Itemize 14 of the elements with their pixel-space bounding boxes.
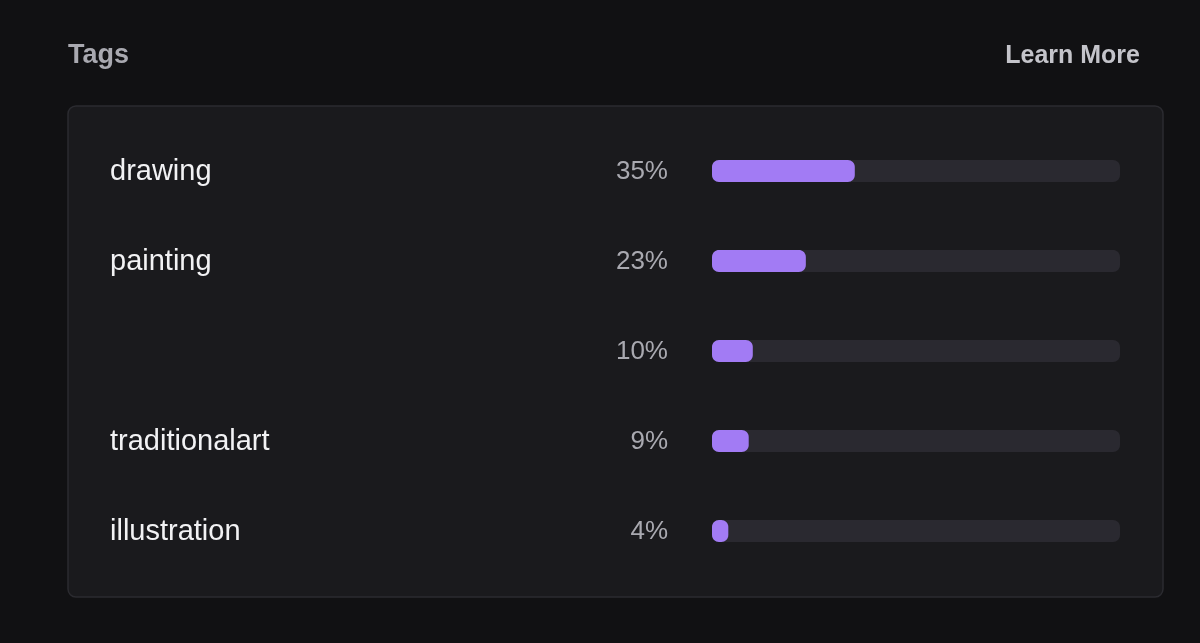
text: Tags	[68, 39, 130, 69]
data-label: 35%	[615, 155, 668, 185]
bar	[712, 340, 753, 362]
y-tick-label: painting	[110, 244, 212, 276]
data-label: 9%	[630, 425, 668, 455]
text: Learn More	[1005, 40, 1141, 68]
bar	[712, 250, 806, 272]
data-label: 10%	[615, 335, 668, 365]
data-label: 4%	[630, 515, 668, 545]
y-tick-label: drawing	[110, 154, 212, 186]
y-tick-label: traditionalart	[110, 424, 270, 456]
y-tick-label: illustration	[110, 514, 241, 546]
data-label: 23%	[615, 245, 668, 275]
bar	[712, 430, 749, 452]
